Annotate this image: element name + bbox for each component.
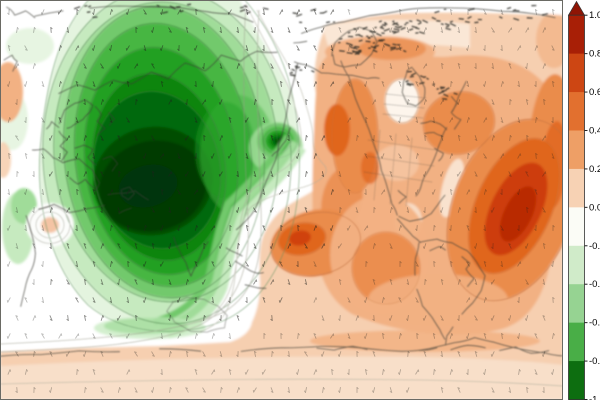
- svg-text:-0.2: -0.2: [589, 241, 600, 252]
- svg-text:-0.8: -0.8: [589, 356, 600, 367]
- svg-text:0.8: 0.8: [589, 49, 600, 60]
- svg-text:-0.4: -0.4: [589, 279, 600, 290]
- svg-text:0.6: 0.6: [589, 87, 600, 98]
- svg-text:0.0: 0.0: [589, 202, 600, 213]
- svg-text:0.2: 0.2: [589, 164, 600, 175]
- svg-text:0.4: 0.4: [589, 125, 600, 136]
- svg-text:-1.0: -1.0: [589, 395, 600, 400]
- svg-text:1.0: 1.0: [589, 10, 600, 21]
- svg-text:-0.6: -0.6: [589, 318, 600, 329]
